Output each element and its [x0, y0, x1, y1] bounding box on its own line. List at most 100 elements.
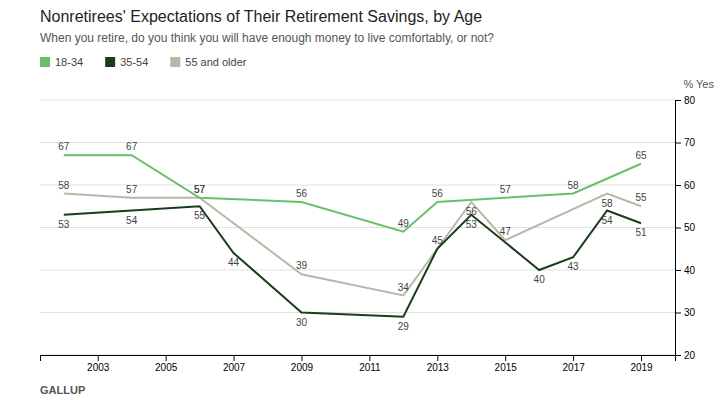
y-tick-mark — [675, 143, 681, 144]
y-tick-mark — [675, 270, 681, 271]
x-tick: 2017 — [563, 355, 586, 373]
legend-label: 18-34 — [55, 56, 83, 68]
data-label: 65 — [635, 150, 647, 161]
legend-item: 18-34 — [40, 56, 83, 68]
y-tick-label: 70 — [684, 137, 696, 148]
y-tick: 40 — [675, 265, 696, 276]
plot-area — [64, 155, 641, 317]
y-tick-mark — [675, 100, 681, 101]
data-label: 57 — [500, 184, 512, 195]
y-tick: 70 — [675, 137, 696, 148]
legend-label: 35-54 — [120, 56, 148, 68]
y-tick-label: 80 — [684, 95, 696, 106]
legend-swatch — [170, 57, 180, 67]
data-label: 54 — [126, 215, 138, 226]
legend-item: 55 and older — [170, 56, 246, 68]
x-tick-label: 2015 — [495, 362, 518, 373]
grid-line — [40, 100, 675, 101]
data-label: 34 — [398, 282, 410, 293]
y-tick-label: 40 — [684, 265, 696, 276]
x-tick: 2011 — [359, 355, 381, 373]
data-label: 67 — [58, 141, 70, 152]
grid — [40, 100, 675, 355]
x-tick-label: 2009 — [291, 362, 314, 373]
legend: 18-34 35-54 55 and older — [40, 56, 247, 68]
series-line — [64, 206, 641, 317]
data-label: 54 — [602, 215, 614, 226]
x-tick: 2005 — [155, 355, 178, 373]
y-tick-mark — [675, 185, 681, 186]
y-tick-label: 50 — [684, 222, 696, 233]
data-label: 55 — [194, 210, 206, 221]
data-label: 29 — [398, 321, 410, 332]
grid-line — [40, 270, 675, 271]
x-tick: 2007 — [223, 355, 246, 373]
legend-swatch — [105, 57, 115, 67]
y-axis-line — [676, 101, 682, 356]
data-labels: 6767575649565758655354554430294553404354… — [58, 141, 647, 332]
annotation: GALLUP — [40, 384, 85, 396]
y-tick-label: 20 — [684, 350, 696, 361]
y-axis-label: % Yes — [683, 78, 714, 90]
data-label: 45 — [432, 235, 444, 246]
y-tick: 60 — [675, 180, 696, 191]
subtitle: When you retire, do you think you will h… — [40, 31, 494, 45]
y-tick: 80 — [675, 95, 696, 106]
data-label: 56 — [432, 188, 444, 199]
x-axis-line — [41, 356, 676, 362]
y-tick-mark — [675, 355, 681, 356]
data-label: 43 — [568, 261, 580, 272]
series-line — [64, 155, 641, 232]
legend-item: 35-54 — [105, 56, 148, 68]
x-tick-label: 2017 — [563, 362, 586, 373]
data-label: 49 — [398, 218, 410, 229]
x-tick-mark — [166, 355, 167, 361]
grid-line — [40, 312, 675, 313]
x-tick-label: 2013 — [427, 362, 450, 373]
y-tick: 30 — [675, 307, 696, 318]
x-tick-label: 2019 — [630, 362, 653, 373]
y-tick: 20 — [675, 350, 696, 361]
data-label: 53 — [466, 219, 478, 230]
x-tick: 2009 — [291, 355, 314, 373]
data-label: 39 — [296, 260, 308, 271]
data-label: 57 — [194, 184, 206, 195]
data-label: 55 — [635, 192, 647, 203]
data-label: 58 — [602, 198, 614, 209]
x-tick-mark — [505, 355, 506, 361]
x-tick-mark — [641, 355, 642, 361]
data-label: 57 — [126, 184, 138, 195]
x-tick: 2003 — [87, 355, 110, 373]
x-tick-mark — [234, 355, 235, 361]
data-label: 53 — [58, 219, 70, 230]
data-label: 40 — [534, 274, 546, 285]
data-label: 56 — [466, 206, 478, 217]
x-tick-mark — [301, 355, 302, 361]
legend-label: 55 and older — [185, 56, 246, 68]
legend-swatch — [40, 57, 50, 67]
data-label: 44 — [228, 257, 240, 268]
data-label: 58 — [568, 180, 580, 191]
x-tick-label: 2007 — [223, 362, 246, 373]
x-tick-label: 2005 — [155, 362, 178, 373]
data-label: 57 — [194, 184, 206, 195]
y-tick-label: 30 — [684, 307, 696, 318]
x-axis: 2003 2005 2007 2009 2011 2013 2015 2017 2019 — [41, 355, 676, 373]
data-label: 47 — [500, 226, 512, 237]
chart: Nonretirees' Expectations of Their Retir… — [0, 0, 720, 400]
x-tick-mark — [573, 355, 574, 361]
x-tick: 2013 — [427, 355, 450, 373]
x-tick: 2019 — [630, 355, 653, 373]
data-label: 56 — [296, 188, 308, 199]
x-tick-label: 2003 — [87, 362, 110, 373]
y-tick-mark — [675, 313, 681, 314]
x-tick-label: 2011 — [359, 362, 381, 373]
data-label: 67 — [126, 141, 138, 152]
x-tick-mark — [369, 355, 370, 361]
y-axis: 20 30 40 50 60 70 80 — [675, 95, 696, 361]
grid-line — [40, 227, 675, 228]
x-tick-mark — [437, 355, 438, 361]
x-tick-mark — [98, 355, 99, 361]
data-label: 58 — [58, 180, 70, 191]
y-tick: 50 — [675, 222, 696, 233]
